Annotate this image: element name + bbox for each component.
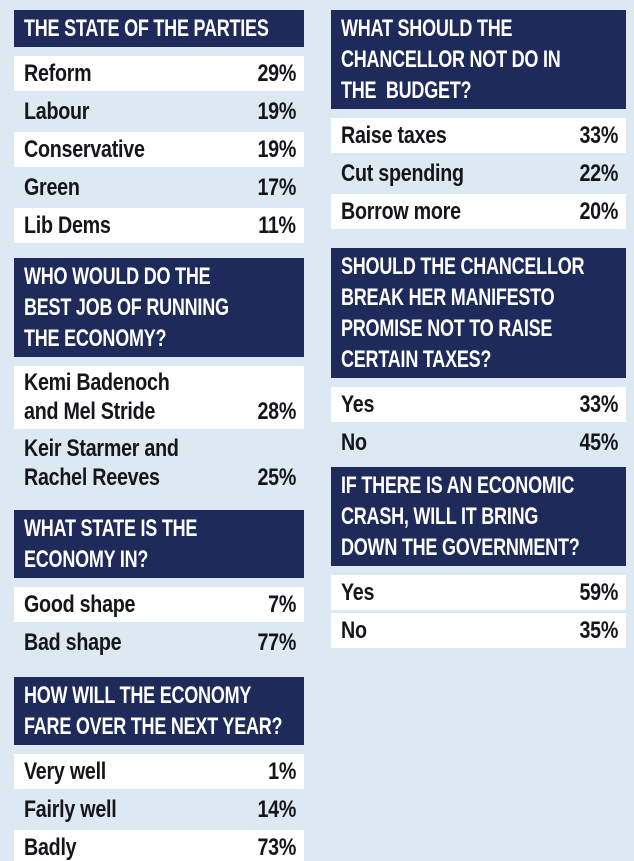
poll-row: Fairly well 14% [14, 792, 304, 827]
poll-option-label: Lib Dems [24, 212, 111, 239]
poll-option-label: Bad shape [24, 629, 122, 656]
poll-option-label: Yes [341, 391, 375, 418]
table-what-state-economy: WHAT STATE IS THE ECONOMY IN? Good shape… [14, 510, 304, 663]
poll-question-title: WHAT SHOULD THE CHANCELLOR NOT DO IN THE… [341, 15, 561, 104]
poll-row: Lib Dems 11% [14, 208, 304, 243]
poll-rows: Reform 29% Labour 19% Conservative 19% G… [14, 56, 304, 243]
poll-option-label: Keir Starmer and Rachel Reeves [24, 435, 179, 491]
poll-row: No 35% [331, 613, 626, 648]
poll-option-value: 25% [257, 464, 296, 491]
poll-question-title: WHAT STATE IS THE ECONOMY IN? [24, 515, 198, 573]
poll-row: Reform 29% [14, 56, 304, 91]
table-chancellor-not-do-budget: WHAT SHOULD THE CHANCELLOR NOT DO IN THE… [331, 10, 626, 232]
poll-question-header: IF THERE IS AN ECONOMIC CRASH, WILL IT B… [331, 467, 626, 566]
poll-question-title: HOW WILL THE ECONOMY FARE OVER THE NEXT … [24, 682, 283, 740]
poll-rows: Yes 33% No 45% [331, 387, 626, 460]
table-economy-next-year: HOW WILL THE ECONOMY FARE OVER THE NEXT … [14, 677, 304, 861]
poll-question-header: SHOULD THE CHANCELLOR BREAK HER MANIFEST… [331, 248, 626, 378]
poll-row: Yes 33% [331, 387, 626, 422]
poll-row: Keir Starmer and Rachel Reeves 25% [14, 432, 304, 495]
poll-option-label: No [341, 617, 367, 644]
poll-option-label: Labour [24, 98, 90, 125]
poll-question-header: THE STATE OF THE PARTIES [14, 10, 304, 47]
poll-option-value: 33% [579, 391, 618, 418]
poll-question-title: SHOULD THE CHANCELLOR BREAK HER MANIFEST… [341, 253, 585, 373]
poll-option-value: 17% [257, 174, 296, 201]
poll-question-header: WHAT SHOULD THE CHANCELLOR NOT DO IN THE… [331, 10, 626, 109]
poll-row: Cut spending 22% [331, 156, 626, 191]
poll-option-value: 11% [258, 212, 296, 239]
poll-option-value: 29% [257, 60, 296, 87]
poll-row: Badly 73% [14, 830, 304, 861]
poll-option-label: Yes [341, 579, 375, 606]
poll-row: Yes 59% [331, 575, 626, 610]
poll-option-value: 22% [579, 160, 618, 187]
poll-rows: Yes 59% No 35% [331, 575, 626, 648]
poll-option-label: Reform [24, 60, 92, 87]
poll-option-label: Badly [24, 834, 77, 861]
poll-option-value: 19% [257, 98, 296, 125]
poll-option-value: 20% [579, 198, 618, 225]
poll-option-value: 28% [257, 398, 296, 425]
left-column: THE STATE OF THE PARTIES Reform 29% Labo… [14, 10, 304, 861]
poll-option-label: Kemi Badenoch and Mel Stride [24, 369, 170, 425]
poll-question-header: HOW WILL THE ECONOMY FARE OVER THE NEXT … [14, 677, 304, 745]
poll-rows: Raise taxes 33% Cut spending 22% Borrow … [331, 118, 626, 229]
table-economic-crash-government: IF THERE IS AN ECONOMIC CRASH, WILL IT B… [331, 467, 626, 651]
poll-option-value: 45% [579, 429, 618, 456]
poll-option-label: Conservative [24, 136, 145, 163]
table-state-of-the-parties: THE STATE OF THE PARTIES Reform 29% Labo… [14, 10, 304, 246]
poll-row: No 45% [331, 425, 626, 460]
table-best-job-running-economy: WHO WOULD DO THE BEST JOB OF RUNNING THE… [14, 258, 304, 498]
poll-rows: Very well 1% Fairly well 14% Badly 73% [14, 754, 304, 861]
poll-option-value: 7% [268, 591, 296, 618]
poll-row: Raise taxes 33% [331, 118, 626, 153]
poll-row: Kemi Badenoch and Mel Stride 28% [14, 366, 304, 429]
poll-row: Labour 19% [14, 94, 304, 129]
poll-rows: Good shape 7% Bad shape 77% [14, 587, 304, 660]
poll-question-header: WHO WOULD DO THE BEST JOB OF RUNNING THE… [14, 258, 304, 357]
poll-row: Conservative 19% [14, 132, 304, 167]
poll-option-value: 19% [257, 136, 296, 163]
poll-question-title: IF THERE IS AN ECONOMIC CRASH, WILL IT B… [341, 472, 580, 561]
poll-row: Good shape 7% [14, 587, 304, 622]
poll-row: Very well 1% [14, 754, 304, 789]
poll-option-label: No [341, 429, 367, 456]
poll-option-label: Green [24, 174, 80, 201]
table-break-manifesto-promise: SHOULD THE CHANCELLOR BREAK HER MANIFEST… [331, 248, 626, 463]
poll-option-value: 14% [257, 796, 296, 823]
poll-row: Bad shape 77% [14, 625, 304, 660]
poll-option-label: Borrow more [341, 198, 461, 225]
poll-option-label: Good shape [24, 591, 136, 618]
poll-option-value: 33% [579, 122, 618, 149]
poll-option-value: 59% [579, 579, 618, 606]
poll-row: Borrow more 20% [331, 194, 626, 229]
poll-option-value: 73% [257, 834, 296, 861]
poll-question-title: THE STATE OF THE PARTIES [24, 15, 269, 42]
right-column: WHAT SHOULD THE CHANCELLOR NOT DO IN THE… [331, 10, 626, 651]
poll-option-label: Raise taxes [341, 122, 447, 149]
poll-option-label: Cut spending [341, 160, 464, 187]
poll-option-value: 77% [257, 629, 296, 656]
poll-option-value: 1% [268, 758, 296, 785]
poll-question-title: WHO WOULD DO THE BEST JOB OF RUNNING THE… [24, 263, 229, 352]
poll-rows: Kemi Badenoch and Mel Stride 28% Keir St… [14, 366, 304, 495]
poll-option-value: 35% [579, 617, 618, 644]
poll-question-header: WHAT STATE IS THE ECONOMY IN? [14, 510, 304, 578]
poll-option-label: Very well [24, 758, 107, 785]
poll-option-label: Fairly well [24, 796, 117, 823]
poll-row: Green 17% [14, 170, 304, 205]
